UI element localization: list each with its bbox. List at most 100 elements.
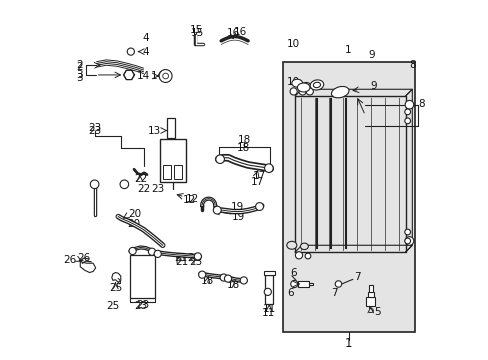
Circle shape — [224, 275, 231, 282]
Ellipse shape — [313, 82, 320, 88]
Circle shape — [220, 274, 227, 281]
Text: 25: 25 — [108, 283, 122, 293]
Ellipse shape — [300, 243, 308, 249]
Text: 23: 23 — [134, 301, 147, 311]
Text: 2: 2 — [76, 60, 82, 70]
Bar — [130, 255, 155, 298]
Text: 15: 15 — [189, 25, 203, 35]
Text: 2: 2 — [76, 62, 82, 72]
Text: 18: 18 — [226, 280, 240, 290]
Text: 13: 13 — [148, 126, 161, 135]
Circle shape — [120, 180, 128, 189]
Text: 4: 4 — [142, 33, 149, 43]
Bar — [167, 118, 174, 138]
Bar — [265, 275, 273, 304]
Circle shape — [404, 238, 410, 244]
Circle shape — [295, 252, 302, 259]
Text: 23: 23 — [88, 123, 101, 133]
Ellipse shape — [331, 86, 348, 98]
Text: 24: 24 — [136, 262, 149, 272]
Text: 26: 26 — [63, 255, 77, 265]
Text: 11: 11 — [262, 304, 275, 314]
Bar — [367, 292, 373, 297]
Text: 3: 3 — [76, 73, 82, 83]
Text: 25: 25 — [106, 301, 119, 311]
Circle shape — [404, 229, 410, 235]
Text: 23: 23 — [151, 184, 164, 194]
Text: 22: 22 — [137, 184, 151, 194]
Text: 16: 16 — [226, 28, 240, 38]
Circle shape — [264, 164, 273, 172]
Text: 7: 7 — [354, 272, 361, 282]
Text: 5: 5 — [374, 307, 381, 317]
Circle shape — [215, 155, 224, 163]
Text: 18: 18 — [236, 143, 249, 153]
Text: 22: 22 — [134, 174, 147, 184]
Polygon shape — [80, 262, 96, 273]
Text: 19: 19 — [230, 202, 244, 212]
Circle shape — [289, 88, 297, 95]
Circle shape — [290, 280, 297, 288]
Circle shape — [240, 277, 247, 284]
Text: 8: 8 — [418, 99, 424, 109]
Text: 5: 5 — [366, 305, 373, 315]
Text: 12: 12 — [185, 194, 198, 204]
Text: 4: 4 — [142, 46, 149, 57]
Text: 14: 14 — [150, 71, 163, 81]
Text: 21: 21 — [174, 253, 187, 263]
Bar — [282, 62, 414, 332]
Text: 3: 3 — [76, 70, 82, 80]
Ellipse shape — [291, 79, 302, 87]
Circle shape — [154, 250, 161, 257]
Bar — [297, 281, 309, 287]
Ellipse shape — [297, 83, 309, 92]
Text: 16: 16 — [234, 27, 247, 37]
Text: 9: 9 — [370, 81, 377, 91]
Circle shape — [404, 118, 410, 124]
Circle shape — [198, 271, 205, 278]
Circle shape — [305, 88, 313, 95]
Bar — [163, 165, 171, 179]
Circle shape — [305, 253, 310, 259]
Bar — [368, 285, 372, 292]
Circle shape — [405, 237, 413, 245]
Text: 10: 10 — [286, 40, 299, 49]
Polygon shape — [123, 70, 134, 80]
Bar — [263, 271, 274, 275]
Circle shape — [159, 69, 172, 82]
Bar — [174, 165, 182, 179]
Text: 15: 15 — [190, 28, 203, 38]
Text: 11: 11 — [262, 308, 275, 318]
Text: 23: 23 — [136, 300, 149, 310]
Text: 20: 20 — [126, 219, 140, 229]
Circle shape — [129, 247, 136, 255]
Circle shape — [194, 253, 201, 260]
Ellipse shape — [286, 241, 296, 249]
Circle shape — [90, 180, 99, 189]
Text: 8: 8 — [408, 60, 415, 70]
Text: 17: 17 — [252, 171, 265, 181]
Circle shape — [404, 109, 410, 115]
Text: 19: 19 — [231, 212, 244, 221]
Text: 13: 13 — [161, 149, 174, 159]
Text: 23: 23 — [187, 253, 200, 263]
Text: 20: 20 — [128, 209, 141, 219]
Text: 23: 23 — [188, 257, 202, 267]
Text: 21: 21 — [175, 257, 188, 267]
Bar — [309, 283, 312, 285]
Text: 18: 18 — [237, 135, 251, 145]
Text: 23: 23 — [88, 126, 101, 135]
Text: 24: 24 — [134, 267, 147, 278]
Circle shape — [255, 203, 263, 211]
Circle shape — [298, 88, 305, 95]
Bar — [366, 297, 375, 306]
Text: 14: 14 — [137, 71, 150, 81]
Text: 9: 9 — [367, 50, 374, 60]
Ellipse shape — [301, 82, 310, 89]
Text: 6: 6 — [289, 268, 296, 278]
Circle shape — [405, 100, 413, 109]
Polygon shape — [112, 273, 121, 282]
Circle shape — [264, 288, 271, 296]
Text: 7: 7 — [330, 288, 337, 298]
Circle shape — [127, 48, 134, 55]
